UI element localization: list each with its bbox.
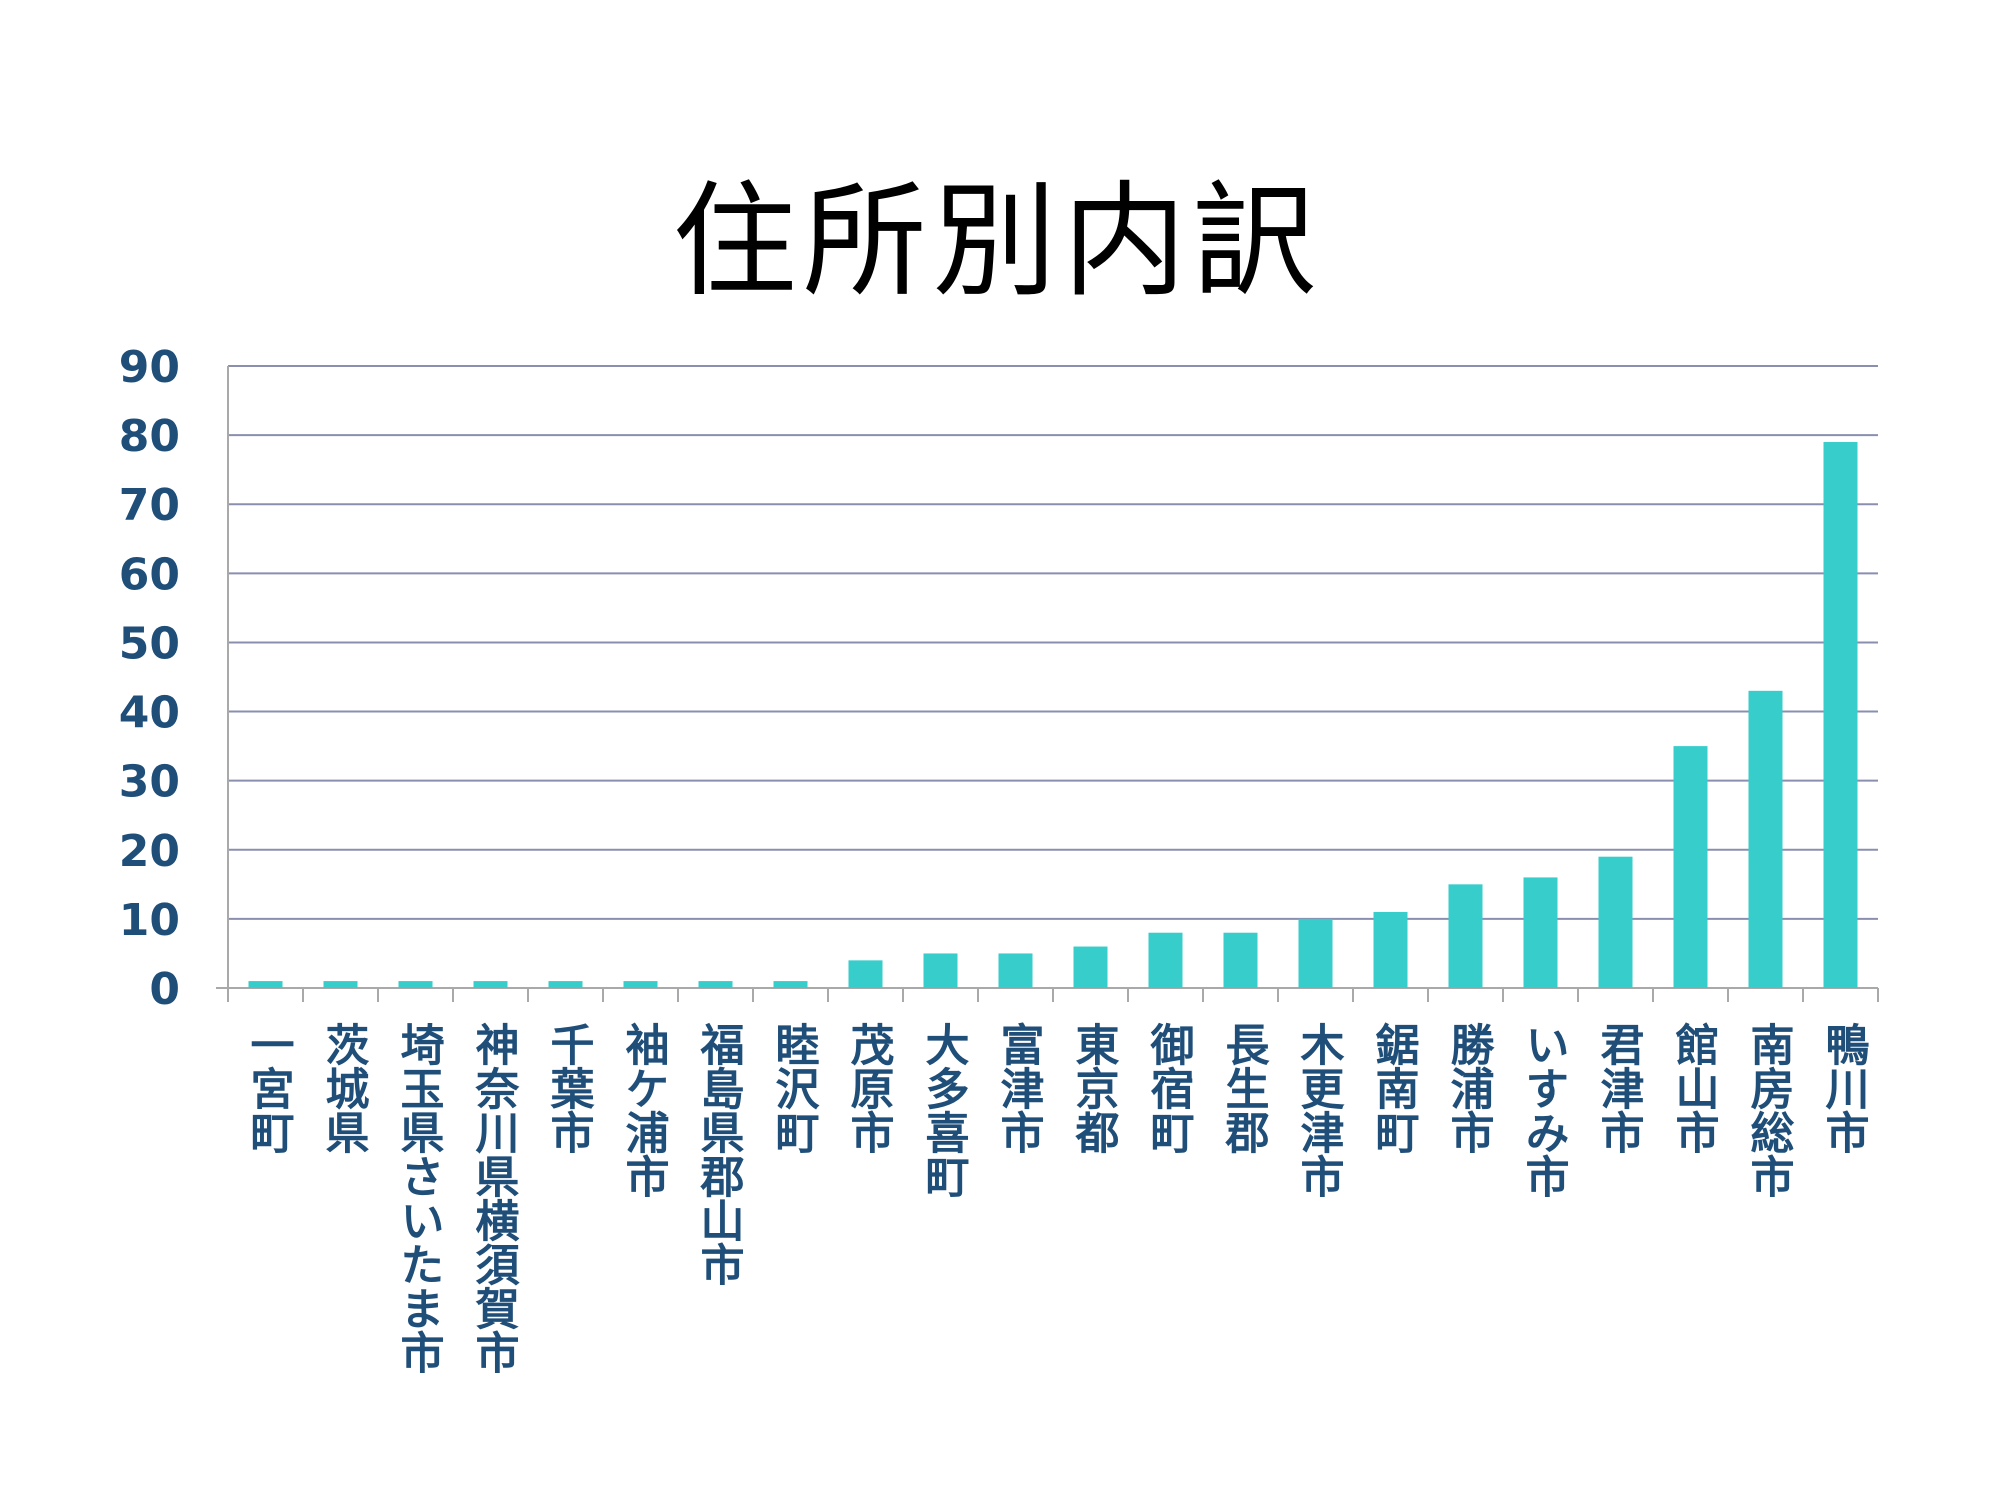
chart-title: 住所別内訳 — [672, 170, 1323, 314]
y-tick-label: 40 — [119, 688, 180, 739]
x-tick-label: 富津市 — [993, 1022, 1045, 1154]
x-tick-label: 大多喜町 — [918, 1022, 970, 1198]
bar — [1523, 877, 1558, 988]
bar — [323, 981, 358, 988]
bar — [248, 981, 283, 988]
bar — [1823, 442, 1858, 988]
y-tick-label: 30 — [119, 757, 180, 808]
x-tick-label: 一宮町 — [243, 1022, 294, 1154]
x-tick-label: 袖ケ浦市 — [618, 1022, 670, 1198]
bar — [1373, 911, 1408, 988]
x-tick-label: 木更津市 — [1293, 1022, 1345, 1198]
bar — [1598, 856, 1633, 988]
bar — [623, 981, 658, 988]
bar — [1223, 932, 1258, 988]
bar — [473, 981, 508, 988]
x-tick-label: 鴨川市 — [1818, 1022, 1870, 1154]
x-tick-label: 福島県郡山市 — [693, 1022, 746, 1286]
bar — [698, 981, 733, 988]
x-tick-label: いすみ市 — [1518, 1022, 1569, 1198]
x-tick-label: 茂原市 — [843, 1022, 895, 1154]
x-tick-label: 神奈川県横須賀市 — [468, 1022, 521, 1374]
x-tick-label: 勝浦市 — [1443, 1022, 1495, 1154]
bar — [998, 953, 1033, 988]
bar — [923, 953, 958, 988]
bar — [1748, 690, 1783, 988]
x-tick-label: 東京都 — [1068, 1022, 1121, 1154]
x-tick-label: 御宿町 — [1143, 1022, 1196, 1154]
x-tick-label: 鋸南町 — [1368, 1022, 1420, 1154]
bar — [548, 981, 583, 988]
x-tick-label: 茨城県 — [318, 1022, 370, 1154]
x-tick-label: 埼玉県さいたま市 — [393, 1022, 445, 1374]
y-tick-label: 60 — [119, 549, 180, 600]
bar — [1448, 884, 1483, 988]
y-tick-label: 70 — [119, 480, 180, 531]
y-tick-label: 10 — [119, 895, 180, 946]
bar — [1673, 746, 1708, 988]
bar — [398, 981, 433, 988]
x-tick-label: 君津市 — [1593, 1022, 1645, 1154]
bar — [1298, 918, 1333, 988]
x-tick-label: 千葉市 — [543, 1022, 596, 1154]
bar — [773, 981, 808, 988]
y-tick-label: 20 — [119, 826, 180, 877]
x-tick-label: 長生郡 — [1218, 1022, 1271, 1154]
y-tick-label: 0 — [149, 964, 180, 1015]
x-tick-label: 館山市 — [1668, 1022, 1720, 1154]
x-tick-label: 南房総市 — [1743, 1022, 1795, 1198]
bar — [848, 960, 883, 988]
y-tick-label: 90 — [119, 342, 180, 393]
y-tick-label: 80 — [119, 411, 180, 462]
bar — [1073, 946, 1108, 988]
bar — [1148, 932, 1183, 988]
x-tick-label: 睦沢町 — [768, 1022, 820, 1154]
y-tick-label: 50 — [119, 618, 180, 669]
